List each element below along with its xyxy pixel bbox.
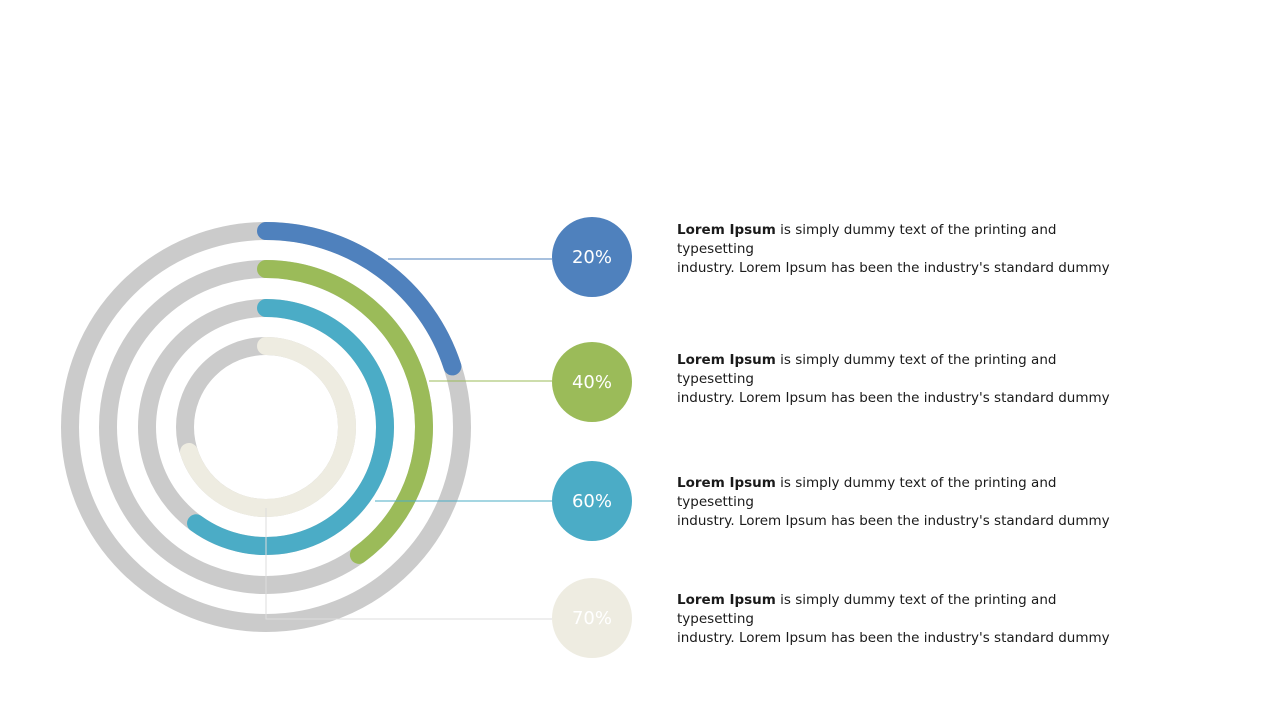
description-2-line1: is simply dummy text of the printing and…	[677, 352, 1057, 387]
description-3-line1: is simply dummy text of the printing and…	[677, 475, 1057, 510]
description-4-line2: industry. Lorem Ipsum has been the indus…	[677, 630, 1110, 646]
percent-badge-1: 20%	[552, 217, 632, 297]
percent-label-3: 60%	[571, 490, 612, 512]
description-1: Lorem Ipsum is simply dummy text of the …	[677, 221, 1137, 278]
ring-arcs	[179, 222, 462, 564]
ring-arc-4	[179, 337, 356, 517]
description-3-bold: Lorem Ipsum	[677, 475, 776, 491]
percent-badge-4: 70%	[552, 578, 632, 658]
connector-lines	[265, 258, 552, 620]
percent-label-1: 20%	[571, 246, 612, 268]
percent-label-2: 40%	[571, 371, 612, 393]
description-4-bold: Lorem Ipsum	[677, 592, 776, 608]
description-1-line2: industry. Lorem Ipsum has been the indus…	[677, 260, 1110, 276]
description-4: Lorem Ipsum is simply dummy text of the …	[677, 591, 1137, 648]
ring-arc-2	[257, 260, 433, 564]
description-1-bold: Lorem Ipsum	[677, 222, 776, 238]
description-3-line2: industry. Lorem Ipsum has been the indus…	[677, 513, 1110, 529]
description-1-line1: is simply dummy text of the printing and…	[677, 222, 1057, 257]
percent-label-4: 70%	[571, 607, 612, 629]
description-2-line2: industry. Lorem Ipsum has been the indus…	[677, 390, 1110, 406]
percent-badge-2: 40%	[552, 342, 632, 422]
description-3: Lorem Ipsum is simply dummy text of the …	[677, 474, 1137, 531]
percent-badge-3: 60%	[552, 461, 632, 541]
ring-arc-3	[187, 299, 394, 555]
connector-line-4	[265, 508, 552, 620]
description-4-line1: is simply dummy text of the printing and…	[677, 592, 1057, 627]
ring-arc-1	[257, 222, 462, 376]
description-2: Lorem Ipsum is simply dummy text of the …	[677, 351, 1137, 408]
description-2-bold: Lorem Ipsum	[677, 352, 776, 368]
